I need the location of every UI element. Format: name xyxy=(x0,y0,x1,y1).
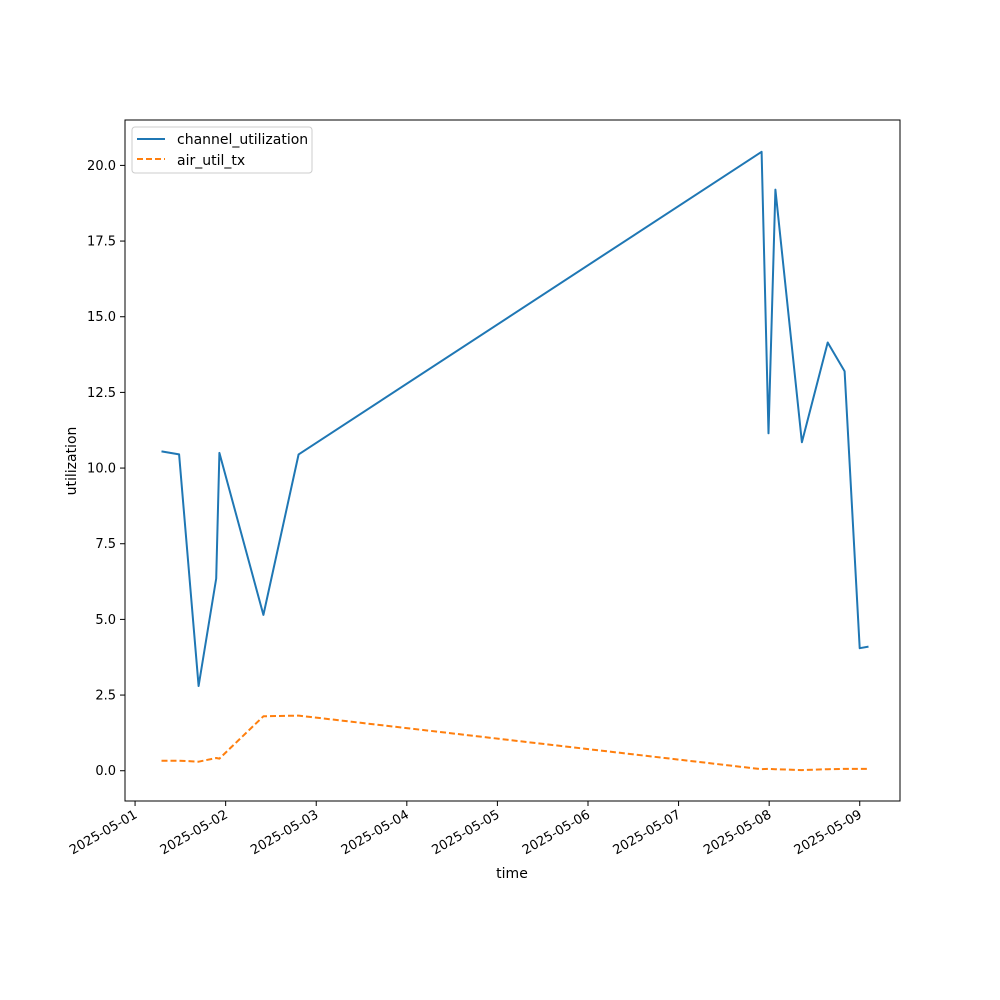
series-line-channel-utilization xyxy=(161,150,869,687)
plot-area xyxy=(161,150,869,772)
y-tick-label: 7.5 xyxy=(95,537,116,552)
x-tick-label: 2025-05-04 xyxy=(339,807,412,858)
y-tick-label: 10.0 xyxy=(87,462,116,477)
x-tick-label: 2025-05-09 xyxy=(792,807,865,858)
y-tick-label: 5.0 xyxy=(95,613,116,628)
plot-frame xyxy=(124,119,901,802)
y-axis-label: utilization xyxy=(64,427,80,496)
legend-label-channel-utilization: channel_utilization xyxy=(177,132,308,148)
x-tick-label: 2025-05-02 xyxy=(158,807,231,858)
x-tick-label: 2025-05-05 xyxy=(429,807,502,858)
x-axis-label: time xyxy=(496,866,528,882)
y-tick-label: 20.0 xyxy=(87,159,116,174)
legend: channel_utilization air_util_tx xyxy=(131,126,313,174)
x-tick-label: 2025-05-03 xyxy=(248,807,321,858)
series-line-air-util-tx xyxy=(161,714,869,772)
x-tick-label: 2025-05-06 xyxy=(520,807,593,858)
x-tick-label: 2025-05-01 xyxy=(67,807,140,858)
y-tick-label: 17.5 xyxy=(87,235,116,250)
x-axis: 2025-05-01 2025-05-02 2025-05-03 2025-05-04… xyxy=(67,801,865,858)
y-tick-label: 15.0 xyxy=(87,310,116,325)
legend-box xyxy=(131,126,313,174)
x-tick-label: 2025-05-07 xyxy=(611,807,684,858)
legend-label-air-util-tx: air_util_tx xyxy=(177,153,245,169)
y-tick-label: 0.0 xyxy=(95,764,116,779)
y-tick-label: 12.5 xyxy=(87,386,116,401)
y-axis: 0.0 2.5 5.0 7.5 10.0 12.5 15.0 17.5 20.0 xyxy=(87,159,125,779)
x-tick-label: 2025-05-08 xyxy=(701,807,774,858)
y-tick-label: 2.5 xyxy=(95,689,116,704)
